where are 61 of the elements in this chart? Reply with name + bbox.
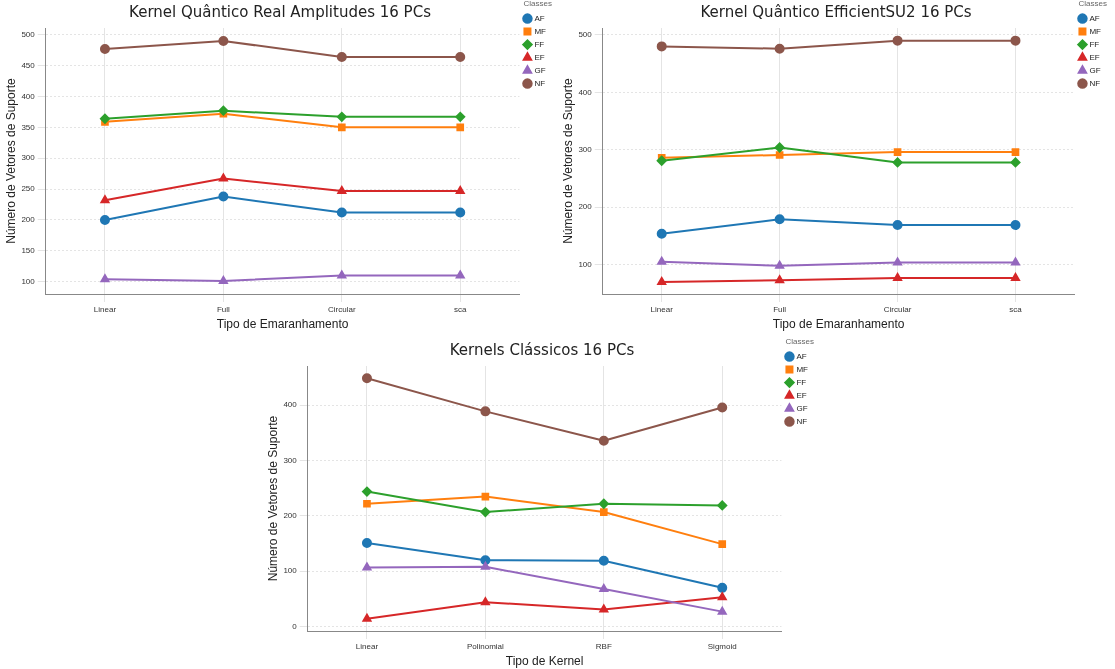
y-tick-label: 150 — [21, 246, 36, 255]
y-tick-label: 300 — [283, 455, 298, 465]
legend-label: EF — [534, 52, 545, 62]
legend-label: EF — [796, 390, 807, 400]
x-tick-label: Circular — [883, 305, 912, 314]
y-tick-label: 400 — [21, 91, 36, 101]
y-tick-label: 400 — [283, 400, 298, 410]
y-tick-label: 100 — [283, 566, 298, 576]
x-tick-label: Linear — [650, 305, 674, 314]
x-tick-label: RBF — [595, 642, 612, 651]
chart-title: Kernels Clássicos 16 PCs — [449, 340, 635, 359]
y-tick-label: 300 — [578, 145, 593, 154]
legend-label: GF — [1089, 65, 1101, 75]
legend-title: Classes — [785, 337, 814, 347]
y-tick-label: 350 — [21, 122, 36, 132]
y-tick-label: 500 — [21, 29, 36, 39]
legend-label: NF — [796, 416, 808, 426]
legend-label: GF — [796, 403, 808, 413]
y-tick-label: 400 — [578, 87, 593, 97]
x-tick-label: Circular — [328, 305, 356, 314]
legend-label: NF — [534, 78, 546, 88]
x-tick-label: Full — [773, 305, 787, 314]
y-tick-label: 200 — [578, 202, 593, 212]
y-tick-label: 100 — [21, 276, 36, 286]
legend-title: Classes — [523, 0, 552, 9]
legend-label: AF — [534, 13, 545, 23]
chart-title: Kernel Quântico Real Amplitudes 16 PCs — [129, 2, 432, 21]
x-tick-label: Polinomial — [466, 642, 505, 651]
legend-label: FF — [1089, 39, 1100, 49]
y-tick-label: 200 — [21, 215, 36, 225]
x-tick-label: sca — [1009, 305, 1023, 314]
y-tick-label: 300 — [21, 153, 36, 163]
legend-label: MF — [796, 364, 809, 374]
x-axis-title: Tipo de Emaranhamento — [772, 317, 905, 332]
y-tick-label: 450 — [21, 60, 36, 70]
x-axis-title: Tipo de Emaranhamento — [216, 317, 349, 332]
x-tick-label: Sigmoid — [707, 642, 737, 651]
y-tick-label: 200 — [283, 511, 298, 521]
x-tick-label: Full — [216, 305, 231, 314]
x-tick-label: Linear — [355, 642, 379, 651]
y-tick-label: 500 — [578, 30, 593, 40]
legend-label: MF — [1089, 26, 1102, 36]
legend-label: FF — [534, 39, 545, 49]
y-tick-label: 0 — [292, 621, 298, 631]
legend-label: NF — [1089, 78, 1101, 88]
y-axis-title: Número de Vetores de Suporte — [265, 415, 280, 582]
y-tick-label: 100 — [578, 259, 593, 269]
legend-label: GF — [534, 65, 546, 75]
legend-label: AF — [796, 351, 807, 361]
x-tick-label: Linear — [93, 305, 117, 314]
legend-label: AF — [1089, 13, 1100, 23]
legend-label: MF — [534, 26, 547, 36]
chart-title: Kernel Quântico EfficientSU2 16 PCs — [700, 2, 972, 21]
x-axis-title: Tipo de Kernel — [505, 654, 584, 669]
x-tick-label: sca — [454, 305, 468, 314]
y-axis-title: Número de Vetores de Suporte — [560, 77, 575, 244]
legend-label: EF — [1089, 52, 1100, 62]
y-tick-label: 250 — [21, 184, 36, 194]
legend-label: FF — [796, 377, 807, 387]
legend-title: Classes — [1078, 0, 1107, 9]
y-axis-title: Número de Vetores de Suporte — [3, 77, 18, 244]
